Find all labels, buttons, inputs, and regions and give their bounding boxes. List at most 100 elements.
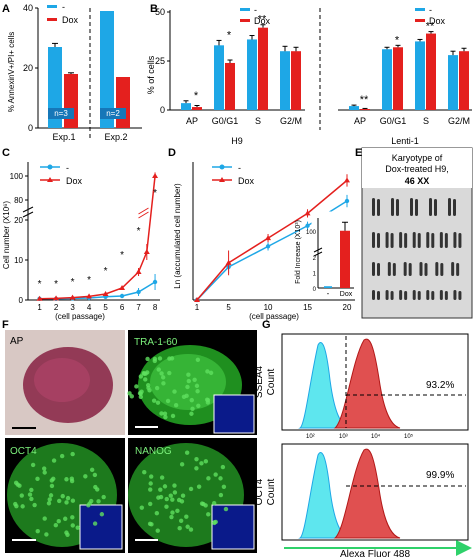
nucleus-dot (149, 522, 154, 527)
chromosome (431, 233, 435, 248)
chromosome (444, 233, 448, 248)
panel-b-letter: B (150, 3, 158, 15)
chromosome (372, 232, 375, 248)
nucleus-dot (154, 510, 160, 516)
panel-d-inset-cat-dox: Dox (340, 291, 353, 298)
nucleus-dot (139, 389, 144, 394)
panel-b-legend-swatch-dox-lenti (415, 19, 425, 22)
chromosome (453, 232, 457, 248)
nucleus-dot (179, 462, 185, 467)
chromosome (435, 262, 439, 276)
chromosome (417, 291, 421, 300)
nucleus-dot (192, 377, 197, 382)
panel-d-xlabel: (cell passage) (249, 312, 299, 321)
panel-d-letter: D (168, 147, 176, 159)
chromosome (377, 233, 380, 248)
b-bar (448, 55, 458, 110)
nucleus-dot (51, 476, 56, 482)
g-tick-4: 10⁵ (404, 433, 414, 440)
b-significance: * (395, 34, 400, 46)
panel-c-legend-minus: - (66, 163, 69, 173)
nucleus-dot (27, 492, 33, 497)
c-line-break (138, 211, 149, 219)
chromosome (404, 233, 408, 248)
nucleus-dot (205, 400, 211, 405)
chromosome (417, 233, 421, 248)
nucleus-dot (184, 450, 190, 455)
nucleus-dot (69, 476, 74, 481)
karyotype-title-1: Karyotype of (392, 153, 443, 163)
c-marker (53, 295, 60, 301)
g-tick-2: 10³ (339, 434, 348, 440)
c-marker (152, 279, 158, 285)
nucleus-dot (168, 493, 173, 498)
panel-d-chart: Ln (accumulated cell number) 1 5 10 15 20 (c… (173, 162, 355, 321)
nucleus-dot (101, 494, 106, 500)
g-bottom-marker-label: OCT4 (254, 478, 265, 505)
b-significance: * (194, 90, 199, 102)
c-marker (69, 294, 76, 300)
b-bar (225, 62, 235, 110)
c-xtick-label: 5 (103, 303, 108, 312)
nucleus-dot (181, 394, 187, 399)
nucleus-dot (42, 470, 47, 475)
b-bar (415, 41, 425, 110)
chromosome (453, 290, 457, 300)
panel-b-legend-minus-h9: - (254, 5, 257, 15)
nucleus-dot (83, 474, 88, 479)
nucleus-dot (30, 462, 36, 468)
panel-a-cat-exp2: Exp.2 (104, 132, 127, 142)
panel-b-labels: AP * G0/G1 * S ** G2/M AP ** G0/G1 * S ** G2/M (186, 14, 470, 126)
a-bar (116, 77, 130, 128)
chromosome (426, 290, 430, 300)
chromosome (458, 291, 462, 300)
nucleus-dot (92, 472, 98, 478)
nucleus-dot (184, 514, 189, 519)
nucleus-dot (170, 413, 176, 419)
c-xtick-label: 3 (70, 303, 75, 312)
nucleus-dot (59, 453, 65, 459)
a-bar (48, 47, 62, 128)
panel-c-letter: C (2, 147, 10, 159)
nucleus-dot (152, 356, 158, 362)
panel-c-legend-marker-dox (47, 177, 53, 182)
d-marker (344, 177, 350, 183)
c-xtick-label: 2 (54, 303, 59, 312)
nucleus-dot (143, 377, 148, 382)
panel-c-yticks: 0 10 20 80 100 (10, 172, 28, 305)
nucleus-dot (163, 414, 168, 420)
b-ytick-label: 0 (160, 105, 165, 115)
nucleus-dot (199, 501, 205, 506)
nucleus-dot (206, 476, 211, 481)
nucleus-dot (218, 476, 223, 481)
panel-f-images: AP TRA-1-60 OCT4 NANOG (5, 330, 257, 553)
nucleus-dot (148, 501, 153, 507)
chromosome (396, 199, 399, 216)
tra160-inset (213, 394, 255, 434)
nuclei-texture (13, 356, 229, 537)
a-bar (100, 11, 114, 128)
a-n-box (48, 108, 74, 119)
legend-label-minus: - (62, 2, 65, 12)
chromosome (385, 290, 389, 300)
chromosome (434, 199, 437, 216)
chromosome (426, 232, 430, 248)
b-ytick-label: 25 (155, 56, 165, 66)
d-xtick-label: 5 (226, 303, 231, 312)
panel-b-yticks: 0 25 50 (155, 7, 170, 115)
b-category-label: G2/M (280, 116, 302, 126)
panel-b-legend-dox-h9: Dox (254, 16, 271, 26)
nucleus-dot (138, 374, 144, 379)
panel-d-legend-marker-minus (219, 164, 225, 170)
b-bar (382, 49, 392, 110)
c-marker (36, 295, 43, 301)
b-bar (247, 39, 257, 110)
nucleus-dot (176, 497, 182, 503)
nucleus-dot (172, 490, 178, 495)
c-xtick-label: 8 (153, 303, 158, 312)
b-bar (459, 51, 469, 110)
nucleus-dot (35, 476, 40, 482)
nucleus-dot (29, 487, 34, 493)
nucleus-dot (220, 464, 226, 470)
nucleus-dot (185, 384, 190, 390)
